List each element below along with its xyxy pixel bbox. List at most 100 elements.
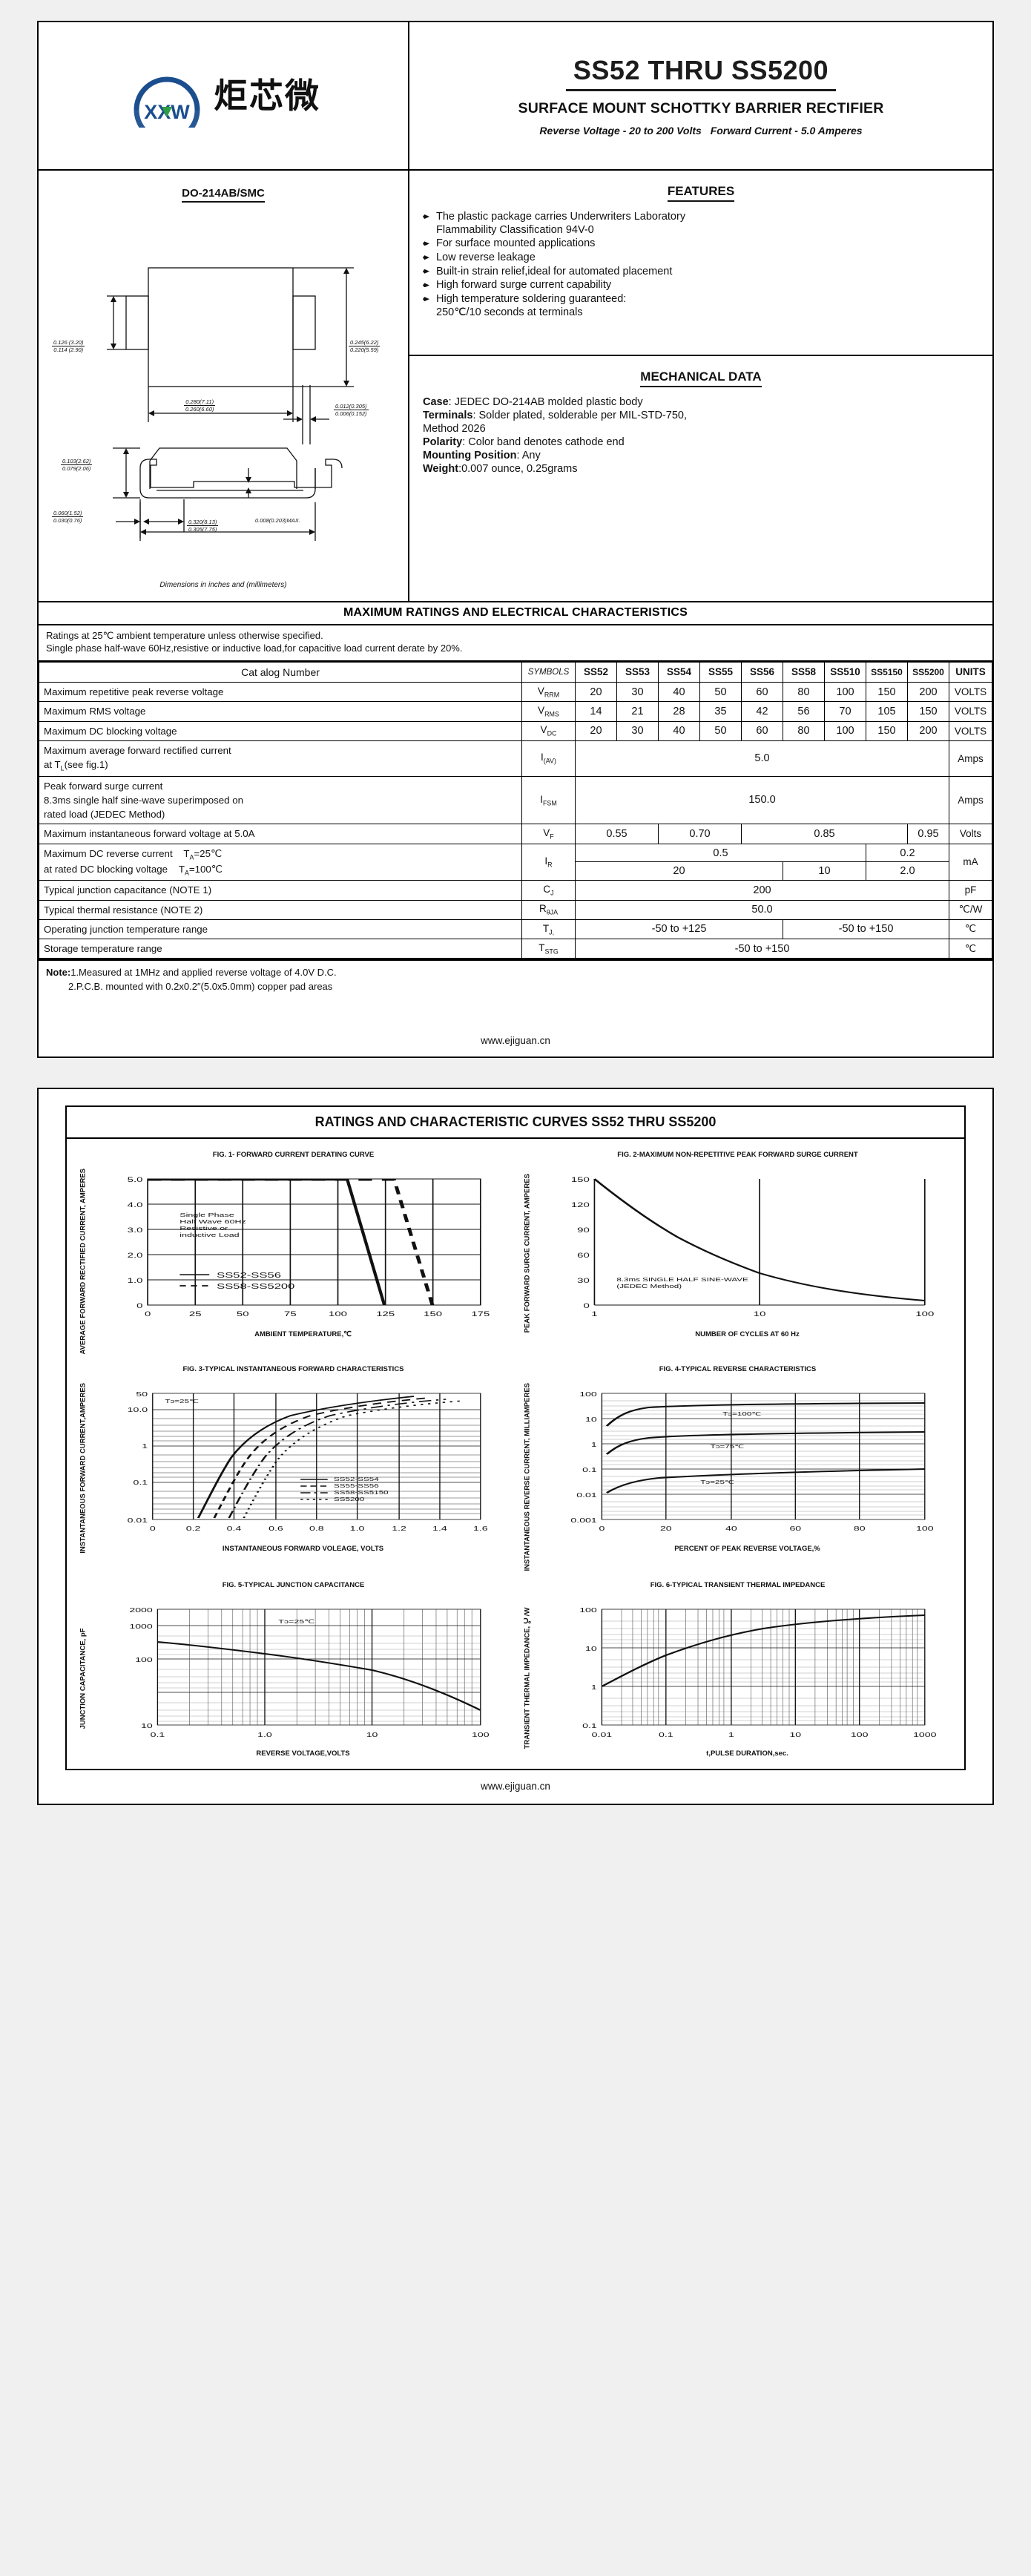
- ratings-table: Cat alog Number SYMBOLS SS52 SS53 SS54 S…: [39, 661, 992, 960]
- svg-text:100: 100: [579, 1391, 597, 1398]
- svg-text:50: 50: [237, 1310, 249, 1318]
- specs-panel: FEATURES The plastic package carries Und…: [409, 171, 992, 601]
- svg-text:Tↄ=100℃: Tↄ=100℃: [722, 1411, 761, 1417]
- chart-ylabel: INSTANTANEOUS FORWARD CURRENT,AMPERES: [79, 1382, 88, 1554]
- website-footer-1: www.ejiguan.cn: [481, 1035, 550, 1047]
- svg-text:0.01: 0.01: [128, 1517, 148, 1524]
- svg-text:10: 10: [789, 1732, 801, 1738]
- cell-value: 100: [824, 720, 866, 741]
- cell-unit: VOLTS: [949, 682, 992, 703]
- chart-xlabel: REVERSE VOLTAGE,VOLTS: [256, 1749, 350, 1758]
- curves-container: FIG. 1- FORWARD CURRENT DERATING CURVE A…: [65, 1137, 966, 1770]
- svg-text:50: 50: [136, 1391, 148, 1398]
- website-footer-2: www.ejiguan.cn: [481, 1780, 550, 1792]
- diamond-bullet-icon: [423, 269, 429, 274]
- cell-value: 150: [907, 701, 949, 722]
- cell-value: 40: [658, 720, 700, 741]
- datasheet-sheet-1: XXW 炬芯微 SS52 THRU SS5200 SURFACE MOUNT S…: [37, 21, 994, 1059]
- page-subtitle: SURFACE MOUNT SCHOTTKY BARRIER RECTIFIER: [518, 100, 884, 116]
- mechanical-row: Mounting Position: Any: [423, 449, 541, 461]
- mechanical-row: Terminals: Solder plated, solderable per…: [423, 409, 687, 421]
- row-label-vrms: Maximum RMS voltage: [39, 701, 522, 722]
- company-logo-icon: XXW: [126, 64, 208, 143]
- diamond-bullet-icon: [423, 283, 429, 288]
- cell-value: 0.70: [658, 824, 742, 844]
- dim-lead-thickness: 0.012(0.305) 0.006(0.152): [334, 403, 369, 418]
- svg-text:0: 0: [150, 1525, 156, 1532]
- cell-value: 50.0: [575, 899, 949, 920]
- col-part-ss54: SS54: [658, 661, 700, 683]
- table-notes: Note:1.Measured at 1MHz and applied reve…: [39, 959, 992, 1023]
- table-row: Typical thermal resistance (NOTE 2) RθJA…: [39, 899, 992, 920]
- svg-text:40: 40: [725, 1525, 737, 1532]
- page-spec-line: Reverse Voltage - 20 to 200 Volts Forwar…: [536, 125, 865, 137]
- row-label-vf: Maximum instantaneous forward voltage at…: [39, 824, 522, 844]
- features-list: The plastic package carries Underwriters…: [423, 211, 979, 320]
- svg-text:0: 0: [145, 1310, 151, 1318]
- svg-text:Resistive or: Resistive or: [179, 1226, 228, 1232]
- package-units-note: Dimensions in inches and (millimeters): [159, 581, 287, 589]
- feature-item: Low reverse leakage: [423, 252, 979, 265]
- datasheet-sheet-2: RATINGS AND CHARACTERISTIC CURVES SS52 T…: [37, 1088, 994, 1805]
- table-row: Maximum repetitive peak reverse voltage …: [39, 682, 992, 703]
- ratings-title: MAXIMUM RATINGS AND ELECTRICAL CHARACTER…: [39, 602, 992, 625]
- table-row: Maximum DC blocking voltage VDC 20 30 40…: [39, 720, 992, 741]
- symbol-ifsm: IFSM: [521, 775, 576, 825]
- svg-text:125: 125: [376, 1310, 395, 1318]
- svg-text:30: 30: [577, 1277, 590, 1284]
- col-symbols: SYMBOLS: [521, 661, 576, 683]
- cell-unit: pF: [949, 880, 992, 901]
- cell-value: 100: [824, 682, 866, 703]
- col-part-ss52: SS52: [575, 661, 617, 683]
- row-label-vrrm: Maximum repetitive peak reverse voltage: [39, 682, 522, 703]
- svg-text:100: 100: [135, 1657, 153, 1663]
- chart-fig5: FIG. 5-TYPICAL JUNCTION CAPACITANCE JUNC…: [74, 1581, 513, 1758]
- cell-unit: ℃/W: [949, 899, 992, 920]
- symbol-tstg: TSTG: [521, 939, 576, 960]
- chart-title: FIG. 3-TYPICAL INSTANTANEOUS FORWARD CHA…: [182, 1364, 404, 1373]
- mechanical-title: MECHANICAL DATA: [423, 369, 979, 387]
- chart-plot: 50 10.0 1 0.1 0.01 0 0.2 0.4 0.6: [93, 1382, 513, 1542]
- svg-text:0.4: 0.4: [227, 1525, 242, 1532]
- cell-value: 80: [783, 682, 825, 703]
- cell-value: 5.0: [575, 740, 949, 777]
- chart-ylabel: INSTANTANEOUS REVERSE CURRENT, MILLIAMPE…: [523, 1382, 532, 1571]
- svg-text:10: 10: [141, 1723, 153, 1729]
- chart-fig6: FIG. 6-TYPICAL TRANSIENT THERMAL IMPEDAN…: [518, 1581, 957, 1758]
- chart-plot: 2000 1000 100 10 0.1 1.0 10 100: [93, 1599, 513, 1748]
- table-row: 20 10 2.0: [39, 861, 992, 881]
- dim-overall-width: 0.280(7.11) 0.260(6.60): [184, 398, 216, 413]
- col-part-ss5150: SS5150: [866, 661, 908, 683]
- svg-text:1.4: 1.4: [432, 1525, 447, 1532]
- chart-title: FIG. 2-MAXIMUM NON-REPETITIVE PEAK FORWA…: [617, 1151, 858, 1160]
- svg-text:SS52-SS54: SS52-SS54: [334, 1476, 379, 1482]
- svg-text:20: 20: [660, 1525, 672, 1532]
- logo-area: XXW 炬芯微: [39, 22, 409, 169]
- features-title: FEATURES: [423, 184, 979, 202]
- svg-text:90: 90: [577, 1226, 590, 1234]
- mechanical-list: Case: JEDEC DO-214AB molded plastic body…: [423, 396, 979, 476]
- svg-text:100: 100: [329, 1310, 347, 1318]
- note-line-2: 2.P.C.B. mounted with 0.2x0.2″(5.0x5.0mm…: [68, 981, 333, 993]
- col-part-ss58: SS58: [783, 661, 825, 683]
- dim-standoff-max: 0.008(0.203)MAX.: [255, 517, 300, 524]
- cell-value: 0.2: [866, 843, 949, 863]
- diamond-bullet-icon: [423, 255, 429, 260]
- row-label-iav: Maximum average forward rectified curren…: [39, 740, 522, 777]
- svg-text:SS55-SS56: SS55-SS56: [334, 1483, 379, 1489]
- svg-text:10: 10: [585, 1416, 597, 1423]
- svg-text:(JEDEC Method): (JEDEC Method): [616, 1284, 682, 1290]
- svg-text:8.3ms SINGLE HALF SINE-WAVE: 8.3ms SINGLE HALF SINE-WAVE: [616, 1278, 748, 1284]
- cell-value: 20: [575, 861, 783, 881]
- symbol-ir: IR: [521, 843, 576, 881]
- mechanical-data-box: MECHANICAL DATA Case: JEDEC DO-214AB mol…: [409, 356, 992, 491]
- middle-section: DO-214AB/SMC: [39, 171, 992, 602]
- spec-forward-current: Forward Current - 5.0 Amperes: [710, 125, 863, 137]
- row-label-vdc: Maximum DC blocking voltage: [39, 720, 522, 741]
- cell-value: 0.5: [575, 843, 866, 863]
- svg-text:10: 10: [754, 1310, 766, 1318]
- cell-value: 35: [699, 701, 742, 722]
- svg-text:1000: 1000: [913, 1732, 937, 1738]
- chart-ylabel: AVERAGE FORWARD RECTIFIED CURRENT, AMPER…: [79, 1169, 88, 1355]
- svg-text:SS58-SS5200: SS58-SS5200: [217, 1283, 295, 1291]
